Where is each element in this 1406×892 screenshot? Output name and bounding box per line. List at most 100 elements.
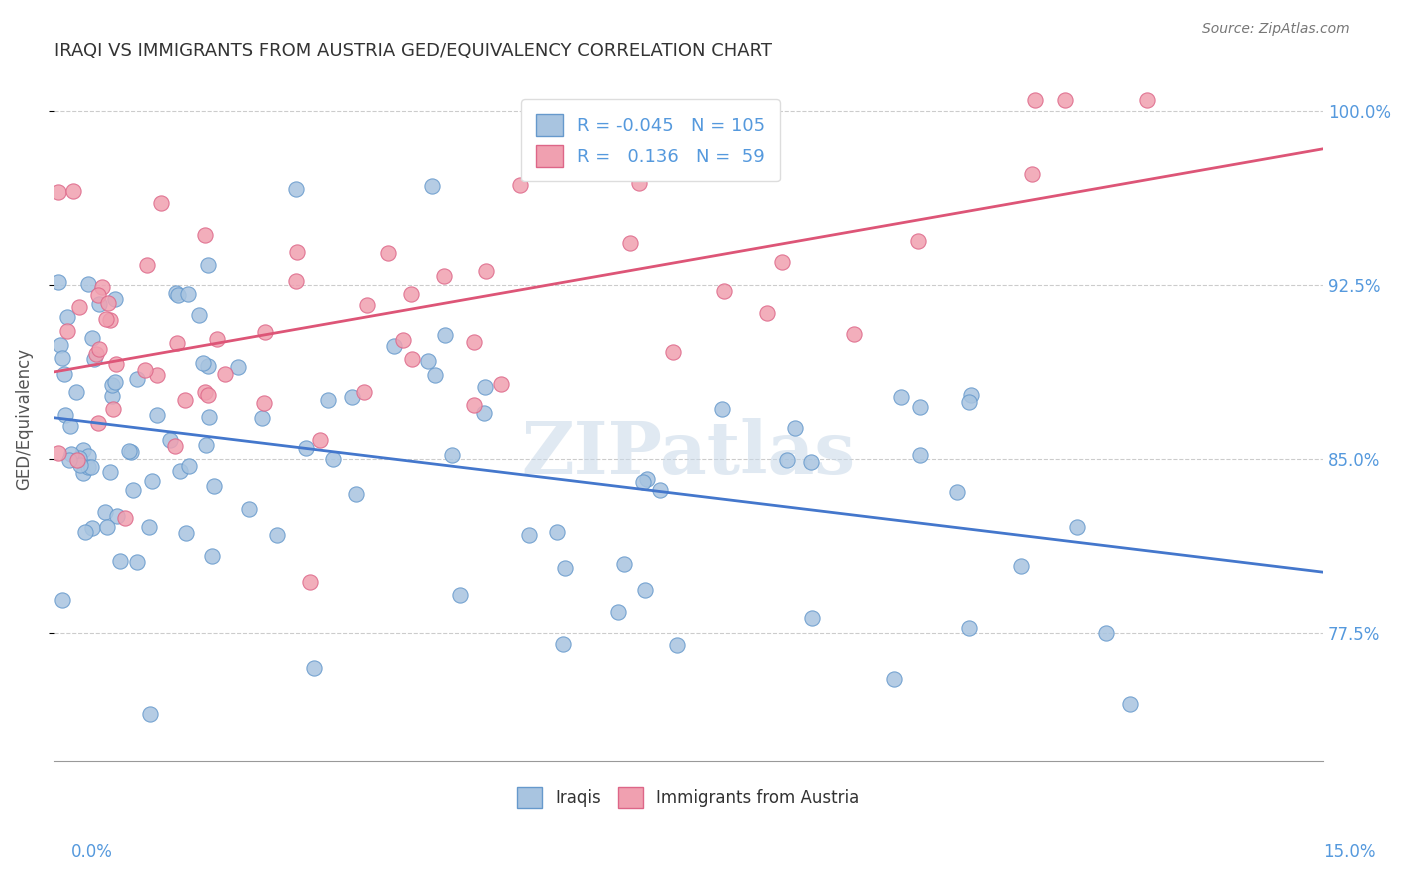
Iraqis [776, 453, 799, 467]
Immigrants from Austria [433, 269, 456, 284]
Iraqis [191, 356, 214, 370]
Iraqis [449, 588, 471, 602]
Immigrants from Austria [84, 346, 107, 360]
Iraqis [65, 384, 87, 399]
Iraqis [606, 605, 628, 619]
Iraqis [82, 331, 104, 345]
Iraqis [138, 706, 160, 721]
Iraqis [80, 460, 103, 475]
Iraqis [226, 359, 249, 374]
Iraqis [83, 352, 105, 367]
Immigrants from Austria [46, 446, 69, 460]
Iraqis [101, 377, 124, 392]
Immigrants from Austria [489, 376, 512, 391]
Iraqis [908, 400, 931, 414]
Immigrants from Austria [392, 333, 415, 347]
Iraqis [666, 638, 689, 652]
Iraqis [146, 408, 169, 422]
Immigrants from Austria [97, 295, 120, 310]
Immigrants from Austria [62, 184, 84, 198]
Iraqis [56, 310, 79, 325]
Immigrants from Austria [100, 313, 122, 327]
Iraqis [138, 520, 160, 534]
Iraqis [72, 466, 94, 480]
Iraqis [89, 297, 111, 311]
Immigrants from Austria [253, 325, 276, 339]
Iraqis [58, 453, 80, 467]
Iraqis [105, 509, 128, 524]
Iraqis [546, 524, 568, 539]
Iraqis [77, 460, 100, 475]
Immigrants from Austria [197, 388, 219, 402]
Text: ZIPatlas: ZIPatlas [522, 417, 855, 489]
Iraqis [197, 359, 219, 373]
Immigrants from Austria [89, 342, 111, 356]
Immigrants from Austria [46, 185, 69, 199]
Iraqis [266, 527, 288, 541]
Iraqis [342, 390, 364, 404]
Immigrants from Austria [194, 384, 217, 399]
Iraqis [322, 451, 344, 466]
Immigrants from Austria [1021, 167, 1043, 181]
Immigrants from Austria [844, 326, 866, 341]
Iraqis [1119, 698, 1142, 712]
Iraqis [883, 672, 905, 686]
Iraqis [785, 420, 807, 434]
Iraqis [474, 379, 496, 393]
Iraqis [634, 582, 657, 597]
Iraqis [382, 339, 405, 353]
Iraqis [169, 464, 191, 478]
Immigrants from Austria [174, 393, 197, 408]
Iraqis [167, 288, 190, 302]
Immigrants from Austria [1024, 93, 1046, 107]
Immigrants from Austria [356, 298, 378, 312]
Iraqis [517, 527, 540, 541]
Iraqis [120, 444, 142, 458]
Y-axis label: GED/Equivalency: GED/Equivalency [15, 348, 32, 490]
Immigrants from Austria [66, 452, 89, 467]
Immigrants from Austria [509, 178, 531, 193]
Iraqis [890, 390, 912, 404]
Iraqis [69, 458, 91, 472]
Immigrants from Austria [214, 367, 236, 381]
Iraqis [58, 418, 80, 433]
Immigrants from Austria [353, 384, 375, 399]
Iraqis [93, 505, 115, 519]
Iraqis [316, 393, 339, 408]
Iraqis [46, 275, 69, 289]
Iraqis [554, 561, 576, 575]
Iraqis [75, 525, 97, 540]
Immigrants from Austria [114, 511, 136, 525]
Iraqis [433, 327, 456, 342]
Text: 15.0%: 15.0% [1323, 843, 1376, 861]
Iraqis [187, 309, 209, 323]
Iraqis [96, 520, 118, 534]
Iraqis [250, 410, 273, 425]
Iraqis [613, 557, 636, 571]
Immigrants from Austria [101, 401, 124, 416]
Immigrants from Austria [907, 235, 929, 249]
Immigrants from Austria [146, 368, 169, 382]
Immigrants from Austria [284, 274, 307, 288]
Immigrants from Austria [149, 196, 172, 211]
Immigrants from Austria [463, 334, 485, 349]
Iraqis [1011, 558, 1033, 573]
Iraqis [959, 395, 981, 409]
Iraqis [197, 259, 219, 273]
Immigrants from Austria [463, 398, 485, 412]
Iraqis [51, 593, 73, 607]
Immigrants from Austria [87, 288, 110, 302]
Immigrants from Austria [1136, 93, 1159, 107]
Immigrants from Austria [298, 575, 321, 590]
Iraqis [53, 409, 76, 423]
Iraqis [194, 438, 217, 452]
Iraqis [420, 178, 443, 193]
Iraqis [60, 447, 83, 461]
Immigrants from Austria [135, 259, 157, 273]
Immigrants from Austria [67, 300, 90, 314]
Text: Source: ZipAtlas.com: Source: ZipAtlas.com [1202, 22, 1350, 37]
Immigrants from Austria [104, 358, 127, 372]
Iraqis [80, 521, 103, 535]
Iraqis [174, 526, 197, 541]
Iraqis [650, 483, 672, 497]
